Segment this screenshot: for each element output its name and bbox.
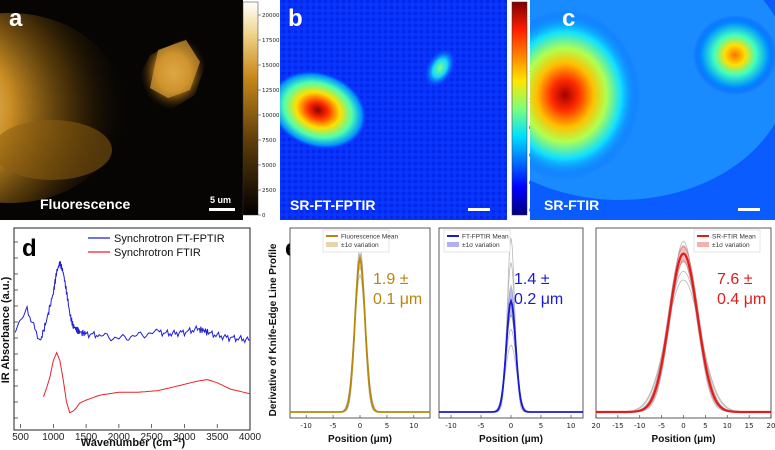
colorbar-a-tick: 2500 xyxy=(262,188,276,194)
profile-xtick: 20 xyxy=(592,422,601,430)
panel-a-title: Fluorescence xyxy=(40,196,130,212)
panel-d-xlabel: Wavenumber (cm⁻¹) xyxy=(81,437,186,449)
colorbar-a-tick: 17500 xyxy=(262,38,280,44)
profile-xtick: -10 xyxy=(445,422,456,430)
profile-xtick: -10 xyxy=(300,422,311,430)
panel-d-frame xyxy=(13,227,251,431)
scale-bar xyxy=(209,208,235,211)
panel-d-xtick: 1500 xyxy=(75,432,98,443)
legend-mean: SR-FTIR Mean xyxy=(712,234,756,241)
profile-xtick: -5 xyxy=(478,422,485,430)
colorbar-a-tick: 10000 xyxy=(262,113,280,119)
colorbar-a xyxy=(242,1,259,216)
fwhm-value: 1.9 ± xyxy=(373,271,409,288)
panel-a-label: a xyxy=(9,5,23,32)
panel-d-plot: 500 1000 1500 2000 2500 3000 3500 4000 xyxy=(12,241,262,443)
panel-e-ylabel: Derivative of Knife-Edge Line Profile xyxy=(268,243,279,416)
mean-line xyxy=(596,252,771,414)
panel-d-xtick: 2000 xyxy=(108,432,131,443)
profile-xtick: -5 xyxy=(658,422,665,430)
mean-line xyxy=(439,298,583,413)
legend-band: ±1σ variation xyxy=(712,242,750,249)
legend-d: Synchrotron FT-FPTIR Synchrotron FTIR xyxy=(88,233,225,259)
scale-bar-b xyxy=(468,208,490,211)
mean-line xyxy=(290,255,430,413)
legend-band: ±1σ variation xyxy=(341,242,379,249)
profile-xtick: 10 xyxy=(409,422,418,430)
panel-c: c SR-FTIR xyxy=(530,0,775,220)
spectrum-line-2 xyxy=(43,351,251,414)
profile-xlabel: Position (μm) xyxy=(652,434,716,445)
colorbar-a-tick: 5000 xyxy=(262,163,276,169)
legend-mean: Fluorescence Mean xyxy=(341,234,398,241)
profile-xtick: 0 xyxy=(681,422,685,430)
colorbar-a-tick: 20000 xyxy=(262,13,280,19)
profile-xlabel: Position (μm) xyxy=(328,434,392,445)
profile-frame xyxy=(438,227,584,419)
profile-frame xyxy=(595,227,772,419)
panel-c-label: c xyxy=(562,5,575,32)
panel-d-xtick: 3500 xyxy=(206,432,229,443)
legend-d-item-1: Synchrotron FT-FPTIR xyxy=(114,233,225,245)
spectrum-line-1 xyxy=(14,261,250,344)
colorbar-a-tick: 7500 xyxy=(262,138,276,144)
profile-sr-ftir: 20 -15 -10 -5 0 5 10 15 20 Position (μm) SR-FTIR M… xyxy=(592,227,775,445)
profile-xtick: 10 xyxy=(567,422,576,430)
panel-b-label: b xyxy=(288,5,303,32)
colorbar-a-tick: 15000 xyxy=(262,63,280,69)
profile-xtick: 0 xyxy=(358,422,362,430)
sigma-band xyxy=(439,287,583,412)
panel-d-label: d xyxy=(22,235,37,262)
profile-xtick: 0 xyxy=(509,422,513,430)
profile-fluorescence: -10 -5 0 5 10 Position (μm) Fluorescence Mean±… xyxy=(289,227,431,445)
profile-xtick: -5 xyxy=(330,422,337,430)
legend-mean: FT-FPTIR Mean xyxy=(462,234,509,241)
colorbar-a-tick: 0 xyxy=(262,213,266,219)
legend-band: ±1σ variation xyxy=(462,242,500,249)
fwhm-error: 0.4 μm xyxy=(717,291,766,308)
scale-bar-label: 5 um xyxy=(210,195,231,205)
colorbar-b xyxy=(511,1,528,216)
profile-xtick: -10 xyxy=(634,422,645,430)
panel-d: d 500 1000 1500 2000 2500 3000 3500 4000 Synchr… xyxy=(0,227,262,449)
fwhm-value: 1.4 ± xyxy=(514,271,550,288)
colorbar-a-ticks: 20000 17500 15000 12500 10000 7500 5000 2500 0 xyxy=(258,13,280,219)
profile-xtick: 20 xyxy=(767,422,775,430)
profile-xtick: 5 xyxy=(703,422,707,430)
panel-b-title: SR-FT-FPTIR xyxy=(290,197,376,213)
profile-xtick: 15 xyxy=(745,422,754,430)
profile-ft-fptir: -10 -5 0 5 10 Position (μm) FT-FPTIR Mean±1σ v… xyxy=(438,227,584,445)
panel-d-ylabel: IR Absorbance (a.u.) xyxy=(0,276,12,383)
profile-xlabel: Position (μm) xyxy=(479,434,543,445)
panel-c-title: SR-FTIR xyxy=(544,197,599,213)
colorbar-a-tick: 12500 xyxy=(262,88,280,94)
panel-d-xtick: 4000 xyxy=(239,432,262,443)
profile-xtick: -15 xyxy=(612,422,623,430)
profile-xtick: 5 xyxy=(539,422,543,430)
panel-d-xtick: 2500 xyxy=(141,432,164,443)
panel-d-xtick: 3000 xyxy=(173,432,196,443)
profile-xtick: 10 xyxy=(723,422,732,430)
panel-b: b SR-FT-FPTIR 1.751.501.251.000.750.500.… xyxy=(280,0,542,220)
fwhm-error: 0.2 μm xyxy=(514,291,563,308)
panel-d-xtick: 1000 xyxy=(42,432,65,443)
panel-e: e Derivative of Knife-Edge Line Profile … xyxy=(268,227,775,445)
fwhm-error: 0.1 μm xyxy=(373,291,422,308)
panel-a: a Fluorescence 5 um 20000 17500 15000 12500… xyxy=(0,0,280,220)
scale-bar-c xyxy=(738,208,760,211)
legend-d-item-2: Synchrotron FTIR xyxy=(114,247,201,259)
fwhm-value: 7.6 ± xyxy=(717,271,753,288)
panel-d-xtick: 500 xyxy=(12,432,29,443)
profile-xtick: 5 xyxy=(385,422,389,430)
